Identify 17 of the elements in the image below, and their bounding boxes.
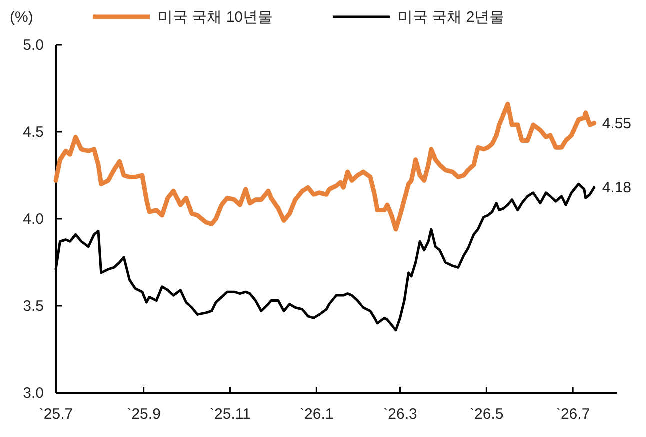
ytick: 5.0 (23, 37, 44, 54)
legend-label: 미국 국채 2년물 (398, 9, 505, 26)
value-label: 4.55 (602, 115, 632, 132)
ylabel: (%) (10, 9, 34, 26)
xtick: `26.5 (470, 406, 504, 423)
xtick: `26.1 (300, 406, 334, 423)
ytick: 3.5 (23, 298, 44, 315)
xtick: `25.7 (38, 406, 74, 423)
ytick: 4.5 (23, 124, 44, 141)
ytick: 4.0 (23, 211, 44, 228)
value-label: 4.18 (602, 180, 632, 197)
legend-label: 미국 국채 10년물 (158, 9, 274, 26)
xtick: `25.9 (126, 406, 161, 423)
ytick: 3.0 (23, 385, 44, 402)
xtick: `25.11 (210, 406, 251, 423)
xtick: `26.7 (556, 406, 590, 423)
xtick: `26.3 (383, 406, 418, 423)
